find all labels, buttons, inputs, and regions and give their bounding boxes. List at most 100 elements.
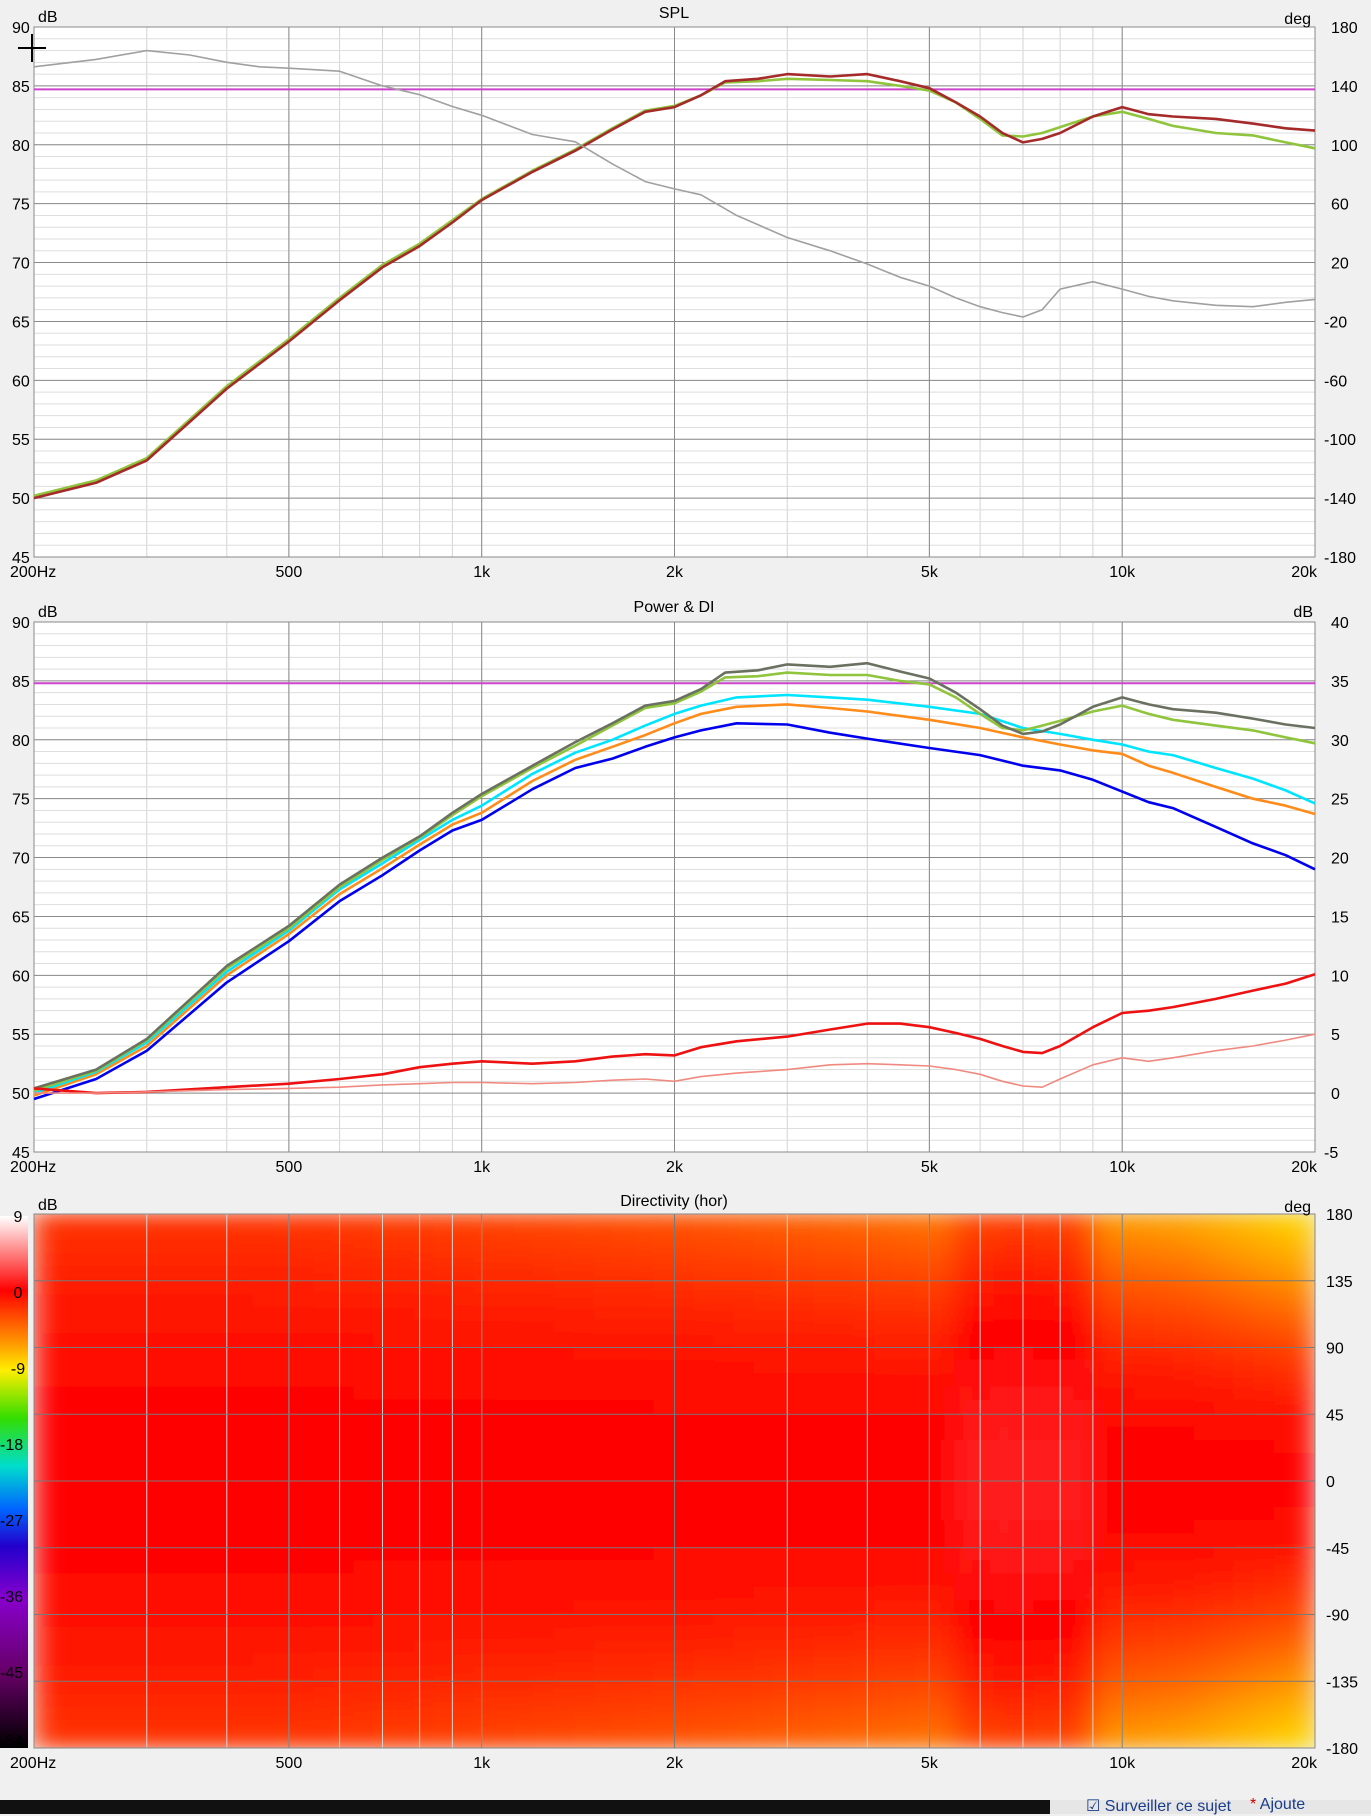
heat-cell	[513, 1466, 536, 1482]
heat-cell	[133, 1426, 156, 1442]
heat-cell	[213, 1386, 236, 1402]
heat-cell	[793, 1386, 816, 1402]
heat-cell	[713, 1640, 736, 1656]
heat-cell	[913, 1386, 936, 1402]
heat-cell	[353, 1626, 376, 1643]
heat-cell	[1213, 1546, 1236, 1563]
heat-cell	[573, 1586, 596, 1603]
heat-cell	[133, 1613, 156, 1629]
heat-cell	[513, 1373, 536, 1389]
heat-cell	[553, 1466, 576, 1482]
heat-cell	[413, 1533, 436, 1549]
heat-cell	[253, 1413, 276, 1429]
heat-cell	[893, 1239, 916, 1255]
colorbar-tick-label: -27	[0, 1513, 23, 1530]
heat-cell	[93, 1733, 115, 1748]
heat-cell	[1173, 1319, 1196, 1336]
heat-cell	[833, 1546, 856, 1563]
heat-cell	[1053, 1733, 1076, 1748]
heat-cell	[1053, 1453, 1076, 1469]
heat-cell	[793, 1733, 816, 1748]
watch-topic-checkbox[interactable]: ☑ Surveiller ce sujet	[1086, 1798, 1232, 1815]
heat-cell	[1093, 1466, 1116, 1482]
heat-cell	[933, 1546, 956, 1563]
heat-cell	[613, 1306, 636, 1322]
heat-cell	[633, 1399, 656, 1416]
heat-cell	[273, 1319, 296, 1336]
heat-cell	[1254, 1586, 1276, 1603]
heat-cell	[133, 1600, 156, 1616]
heat-cell	[713, 1600, 736, 1616]
heat-cell	[313, 1440, 336, 1456]
heat-cell	[473, 1226, 496, 1242]
heat-cell	[473, 1586, 496, 1603]
heat-cell	[1254, 1573, 1276, 1589]
heat-cell	[553, 1640, 576, 1656]
heat-cell	[973, 1426, 996, 1442]
heat-cell	[1254, 1533, 1276, 1549]
heat-cell	[513, 1253, 536, 1269]
y-tick-label: 45	[1326, 1407, 1344, 1424]
heat-cell	[253, 1600, 276, 1616]
heat-cell	[493, 1226, 516, 1242]
heat-cell	[1274, 1480, 1296, 1496]
heat-cell	[1053, 1426, 1076, 1442]
add-link[interactable]: * Ajoute	[1250, 1796, 1305, 1814]
heat-cell	[893, 1733, 916, 1748]
heat-cell	[913, 1440, 936, 1456]
heat-cell	[953, 1493, 976, 1509]
heat-cell	[853, 1666, 876, 1683]
heat-cell	[1254, 1386, 1276, 1402]
heat-cell	[233, 1359, 256, 1376]
heat-cell	[333, 1666, 356, 1683]
heat-cell	[473, 1413, 496, 1429]
heat-cell	[513, 1640, 536, 1656]
heat-cell	[953, 1533, 976, 1549]
heat-cell	[893, 1533, 916, 1549]
heat-cell	[1173, 1480, 1196, 1496]
heat-cell	[93, 1359, 115, 1376]
heat-cell	[473, 1707, 496, 1723]
heat-cell	[1233, 1693, 1256, 1709]
y-tick-label: 85	[12, 79, 30, 96]
heat-cell	[693, 1306, 716, 1322]
heat-cell	[73, 1293, 95, 1309]
heat-cell	[1274, 1386, 1296, 1402]
heat-cell	[673, 1733, 696, 1748]
heat-cell	[1133, 1399, 1156, 1416]
heat-cell	[993, 1373, 1016, 1389]
heat-cell	[1073, 1279, 1096, 1296]
heat-cell	[273, 1493, 296, 1509]
heat-cell	[593, 1653, 616, 1669]
heat-cell	[233, 1653, 256, 1669]
heat-cell	[933, 1506, 956, 1522]
heat-cell	[473, 1506, 496, 1522]
heat-cell	[1093, 1533, 1116, 1549]
heat-cell	[733, 1653, 756, 1669]
heat-cell	[653, 1214, 676, 1229]
heat-cell	[113, 1520, 136, 1536]
heat-cell	[473, 1399, 496, 1416]
heat-cell	[453, 1480, 476, 1496]
heat-cell	[713, 1493, 736, 1509]
heat-cell	[133, 1253, 156, 1269]
heat-cell	[753, 1546, 776, 1563]
series-line-7	[34, 1033, 1316, 1094]
heat-cell	[1033, 1386, 1056, 1402]
heat-cell	[333, 1586, 356, 1603]
heat-cell	[213, 1453, 236, 1469]
heat-cell	[34, 1359, 55, 1376]
heat-cell	[1254, 1720, 1276, 1736]
y2-tick-label: 60	[1331, 197, 1349, 214]
heat-cell	[373, 1533, 396, 1549]
heat-cell	[1254, 1613, 1276, 1629]
heat-cell	[873, 1253, 896, 1269]
heat-cell	[933, 1453, 956, 1469]
heat-cell	[633, 1373, 656, 1389]
heat-cell	[453, 1493, 476, 1509]
heat-cell	[1213, 1666, 1236, 1683]
heat-cell	[53, 1279, 75, 1296]
heat-cell	[853, 1707, 876, 1723]
heat-cell	[293, 1453, 316, 1469]
heat-cell	[1274, 1640, 1296, 1656]
